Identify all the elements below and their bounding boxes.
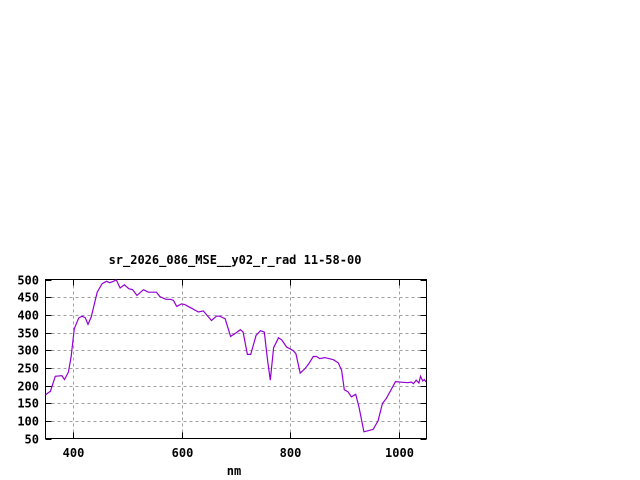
x-tick-label: 800 bbox=[280, 446, 302, 460]
ticks bbox=[45, 279, 427, 440]
y-tick-label: 50 bbox=[25, 433, 39, 447]
y-tick-label: 300 bbox=[17, 344, 39, 358]
y-tick-label: 150 bbox=[17, 397, 39, 411]
plot-frame bbox=[45, 279, 427, 439]
x-tick-label: 400 bbox=[63, 446, 85, 460]
x-tick-label: 600 bbox=[172, 446, 194, 460]
grid bbox=[45, 279, 427, 439]
y-tick-label: 250 bbox=[17, 362, 39, 376]
chart-title: sr_2026_086_MSE__y02_r_rad 11-58-00 bbox=[109, 253, 362, 268]
x-axis-label: nm bbox=[227, 464, 241, 478]
series-line bbox=[45, 279, 427, 433]
y-tick-label: 400 bbox=[17, 309, 39, 323]
y-tick-label: 450 bbox=[17, 291, 39, 305]
y-tick-label: 500 bbox=[17, 274, 39, 288]
y-tick-label: 350 bbox=[17, 327, 39, 341]
y-tick-label: 100 bbox=[17, 415, 39, 429]
x-tick-label: 1000 bbox=[385, 446, 414, 460]
y-tick-label: 200 bbox=[17, 380, 39, 394]
